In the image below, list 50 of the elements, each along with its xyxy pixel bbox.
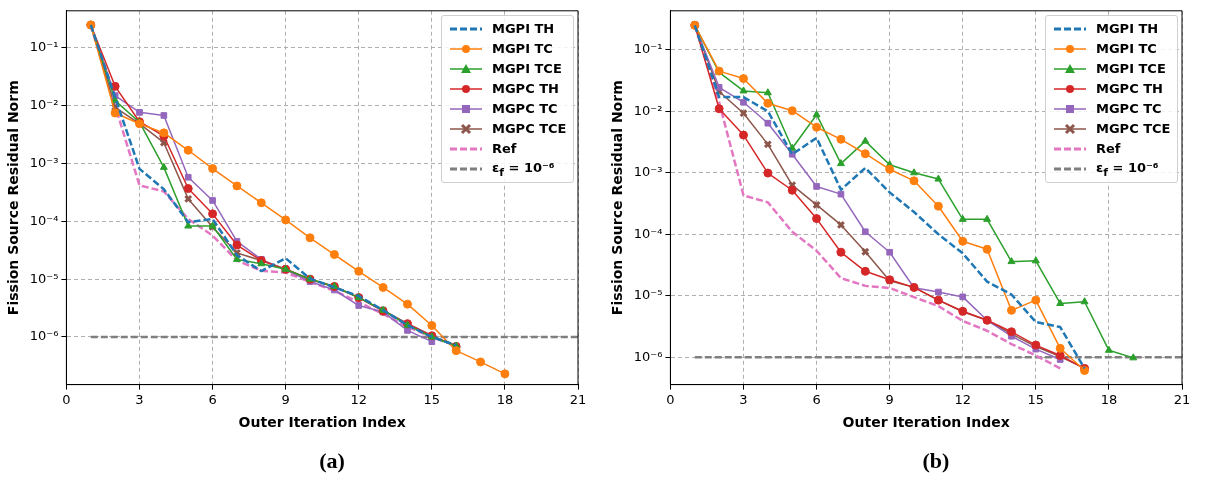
legend-label: MGPI TCE (492, 61, 562, 77)
legend-label: MGPC TC (492, 101, 558, 117)
x-tick-label: 0 (666, 391, 675, 407)
y-axis-title: Fission Source Residual Norm (5, 80, 22, 316)
y-tick-label: 10⁻² (633, 102, 663, 118)
y-tick-label: 10⁻⁶ (633, 348, 663, 364)
x-tick-label: 21 (569, 391, 587, 407)
legend-label: MGPI TC (1096, 41, 1157, 57)
legend-label: MGPC TCE (492, 121, 567, 137)
y-tick-label: 10⁻⁶ (29, 328, 59, 344)
y-tick-label: 10⁻² (29, 97, 59, 113)
y-tick-label: 10⁻³ (633, 164, 663, 180)
y-tick-label: 10⁻⁵ (29, 270, 59, 286)
text: (b) (921, 448, 951, 474)
y-tick-label: 10⁻⁴ (29, 212, 59, 228)
x-tick-label: 12 (954, 391, 972, 407)
x-tick-label: 18 (496, 391, 514, 407)
legend-label: Ref (1096, 141, 1121, 157)
legend-label: ε$_{f}$ = 10⁻⁶ (1096, 159, 1159, 179)
legend-label: MGPC TH (1096, 81, 1163, 97)
legend-label: MGPI TCE (1096, 61, 1166, 77)
legend-label: ε$_{f}$ = 10⁻⁶ (492, 159, 555, 179)
legend-label: MGPC TC (1096, 101, 1162, 117)
x-tick-label: 15 (423, 391, 441, 407)
legend-label: MGPC TCE (1096, 121, 1171, 137)
legend-label: MGPI TH (492, 21, 555, 37)
x-tick-label: 6 (812, 391, 821, 407)
y-tick-label: 10⁻⁵ (633, 287, 663, 303)
y-tick-label: 10⁻¹ (633, 41, 663, 57)
y-tick-label: 10⁻⁴ (633, 225, 663, 241)
x-axis-title: Outer Iteration Index (238, 414, 406, 431)
x-tick-label: 12 (350, 391, 368, 407)
legend-label: MGPC TH (492, 81, 559, 97)
x-tick-label: 6 (208, 391, 217, 407)
legend-label: MGPI TH (1096, 21, 1159, 37)
x-tick-label: 21 (1173, 391, 1191, 407)
y-axis-title: Fission Source Residual Norm (609, 80, 626, 316)
y-tick-label: 10⁻³ (29, 154, 59, 170)
x-tick-label: 3 (135, 391, 144, 407)
legend-label: MGPI TC (492, 41, 553, 57)
legend-label: Ref (492, 141, 517, 157)
x-tick-label: 3 (739, 391, 748, 407)
x-axis-title: Outer Iteration Index (842, 414, 1010, 431)
x-tick-label: 9 (885, 391, 894, 407)
x-tick-label: 0 (62, 391, 71, 407)
x-tick-label: 9 (281, 391, 290, 407)
text: (a) (318, 448, 346, 474)
x-tick-label: 15 (1027, 391, 1045, 407)
y-tick-label: 10⁻¹ (29, 39, 59, 55)
x-tick-label: 18 (1100, 391, 1118, 407)
